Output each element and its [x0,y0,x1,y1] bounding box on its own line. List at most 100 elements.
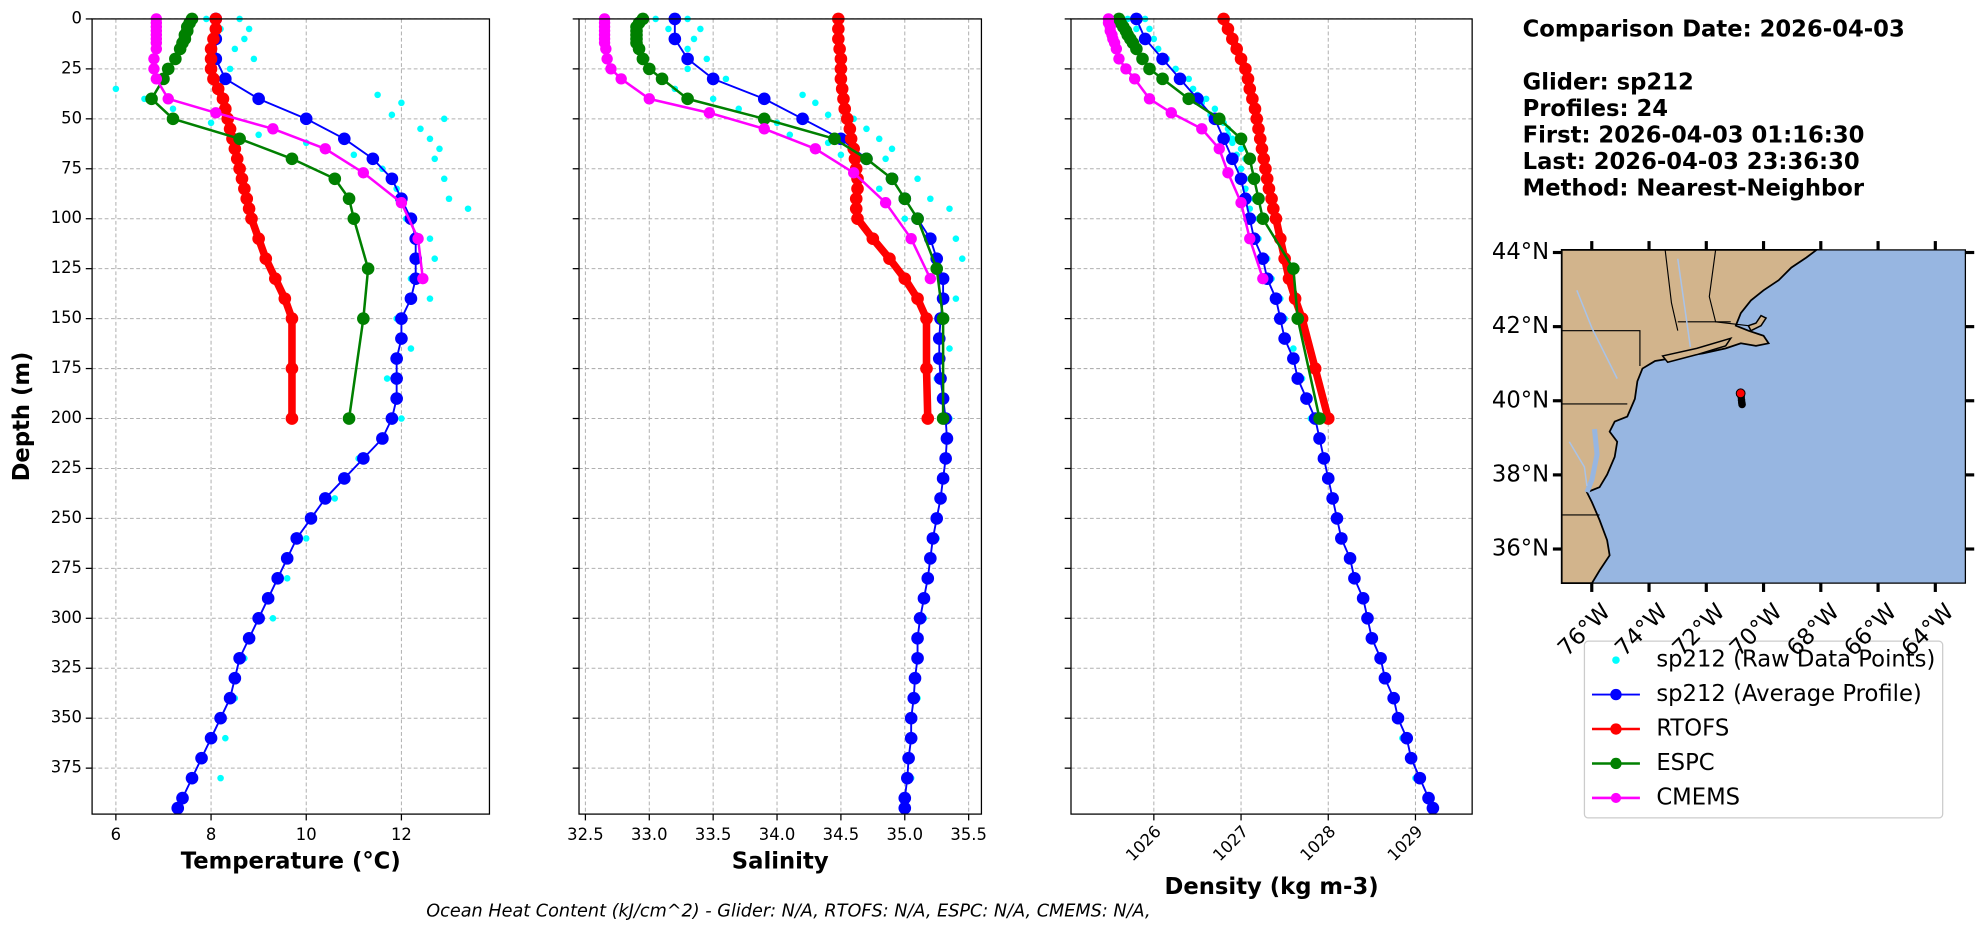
profile-point [233,162,246,176]
profile-point [936,292,950,305]
profile-point [299,112,313,126]
profile-point [464,205,472,213]
profile-point [1374,651,1387,665]
profile-point [883,252,896,265]
profile-point [875,135,883,143]
profile-point [1365,631,1379,645]
profile-point [684,45,691,53]
info-line: Profiles: 24 [1523,96,1668,122]
profile-point [1413,771,1427,785]
profile-point [904,711,918,725]
river [1576,290,1618,379]
series [1102,13,1269,285]
profile-point [1173,72,1187,86]
profile-point [285,362,299,375]
profile-point [706,72,720,86]
footer: Ocean Heat Content (kJ/cm^2) - Glider: N… [426,901,1150,921]
profile-point [1213,143,1225,155]
profile-point [703,55,711,63]
profile-point [924,272,937,285]
profile-point [1202,95,1210,103]
profile-point [1154,45,1162,53]
x-tick-label: 34.0 [759,825,795,844]
profile-point [1150,35,1158,43]
profile-point [1130,42,1143,56]
profile-point [946,205,953,213]
profile-point [269,615,277,622]
profile-point [241,35,248,43]
profile-point [204,52,218,66]
profile-point [1326,492,1339,505]
profile-point [837,92,850,106]
profile-point [901,215,909,223]
profile-point [1237,165,1245,173]
profile-point [1241,72,1255,86]
profile-point [204,62,218,76]
x-tick-label: 6 [111,825,121,844]
legend-marker [1610,757,1622,770]
profile-point [1378,671,1392,685]
y-tick-label: 100 [51,208,82,227]
profile-point [1290,345,1297,352]
profile-point [238,182,251,196]
profile-point [1243,82,1257,96]
info-title: Comparison Date: 2026-04-03 [1523,17,1905,43]
profile-point [636,52,650,66]
profile-point [911,631,924,645]
axes-frame [1070,18,1473,815]
profile-point [285,152,299,166]
x-tick-label: 33.0 [631,825,667,844]
profile-point [860,152,873,166]
profile-point [431,255,439,262]
profile-point [217,774,224,782]
profile-point [245,212,258,226]
profile-point [668,32,682,46]
profile-point [681,92,694,106]
profile-point [930,512,944,525]
profile-point [207,32,220,46]
profile-point [1165,107,1177,119]
profile-point [417,125,424,133]
profile-point [412,233,424,245]
profile-point [758,123,770,135]
axes-frame [578,18,983,815]
profile-point [1262,182,1276,196]
profile-point [1146,25,1153,33]
profile-point [240,192,254,206]
profile-point [904,731,918,745]
profile-point [1282,272,1296,285]
legend-marker [1610,723,1622,735]
profile-point [331,495,339,502]
profile-point [1221,22,1235,36]
series [598,13,937,285]
profile-point [1182,92,1196,106]
profile-point [1128,73,1141,85]
profile-point [150,73,163,85]
profile-point [684,65,691,73]
profile-point [952,235,960,242]
profile-point [1136,52,1149,66]
profile-point [863,125,870,133]
x-axis-label: Temperature (°C) [181,849,401,875]
profile-point [1226,152,1239,166]
profile-point [223,122,237,136]
profile-point [166,112,180,126]
profile-point [799,91,806,99]
profile-point [849,202,863,216]
profile-point [898,192,912,206]
profile-point [283,575,291,582]
profile-point [1133,25,1140,33]
x-tick-label: 35.0 [887,825,923,844]
profile-point [843,122,857,136]
profile-point [697,25,704,33]
profile-point [304,512,318,525]
y-tick-label: 0 [72,8,82,27]
profile-point [223,691,237,705]
profile-point [1257,152,1271,166]
profile-point [898,272,912,285]
legend-label: sp212 (Average Profile) [1656,681,1921,707]
series [832,12,935,425]
x-axis-label: Density (kg m-3) [1165,874,1379,900]
profile-point [1404,751,1418,765]
legend-label: sp212 (Raw Data Points) [1656,647,1935,673]
